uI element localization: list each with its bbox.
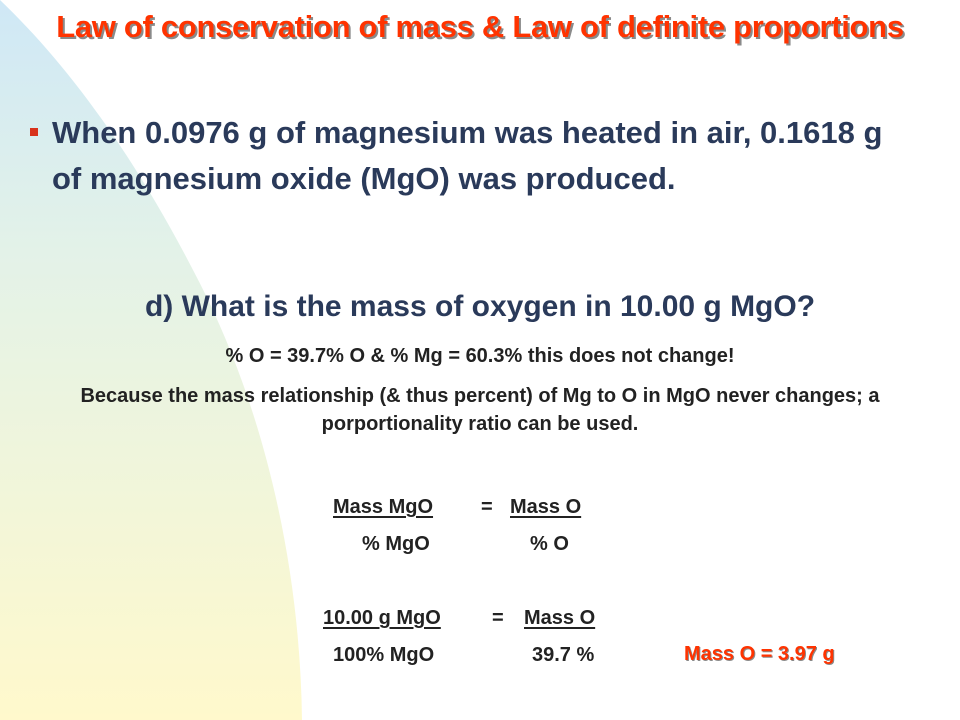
eq2-right-numerator: Mass O xyxy=(524,607,596,629)
eq2-equals: = xyxy=(492,607,504,629)
eq1-right-numerator: Mass O xyxy=(510,496,582,518)
bullet-text: When 0.0976 g of magnesium was heated in… xyxy=(52,115,883,196)
bullet-item: When 0.0976 g of magnesium was heated in… xyxy=(30,110,920,202)
percent-line: % O = 39.7% O & % Mg = 60.3% this does n… xyxy=(225,345,735,367)
eq2-left-denominator: 100% MgO xyxy=(333,644,435,666)
eq1-left-numerator: Mass MgO xyxy=(333,496,434,518)
answer-text: Mass O = 3.97 g xyxy=(684,643,835,665)
eq2-right-denominator: 39.7 % xyxy=(532,644,595,666)
because-line: Because the mass relationship (& thus pe… xyxy=(80,385,880,435)
slide-title: Law of conservation of mass & Law of def… xyxy=(56,9,904,44)
square-bullet-icon xyxy=(30,128,38,136)
eq2-left-numerator: 10.00 g MgO xyxy=(323,607,441,629)
eq1-right-denominator: % O xyxy=(530,533,569,555)
eq1-left-denominator: % MgO xyxy=(362,533,430,555)
question-text: d) What is the mass of oxygen in 10.00 g… xyxy=(144,290,816,323)
eq1-equals: = xyxy=(481,496,493,518)
